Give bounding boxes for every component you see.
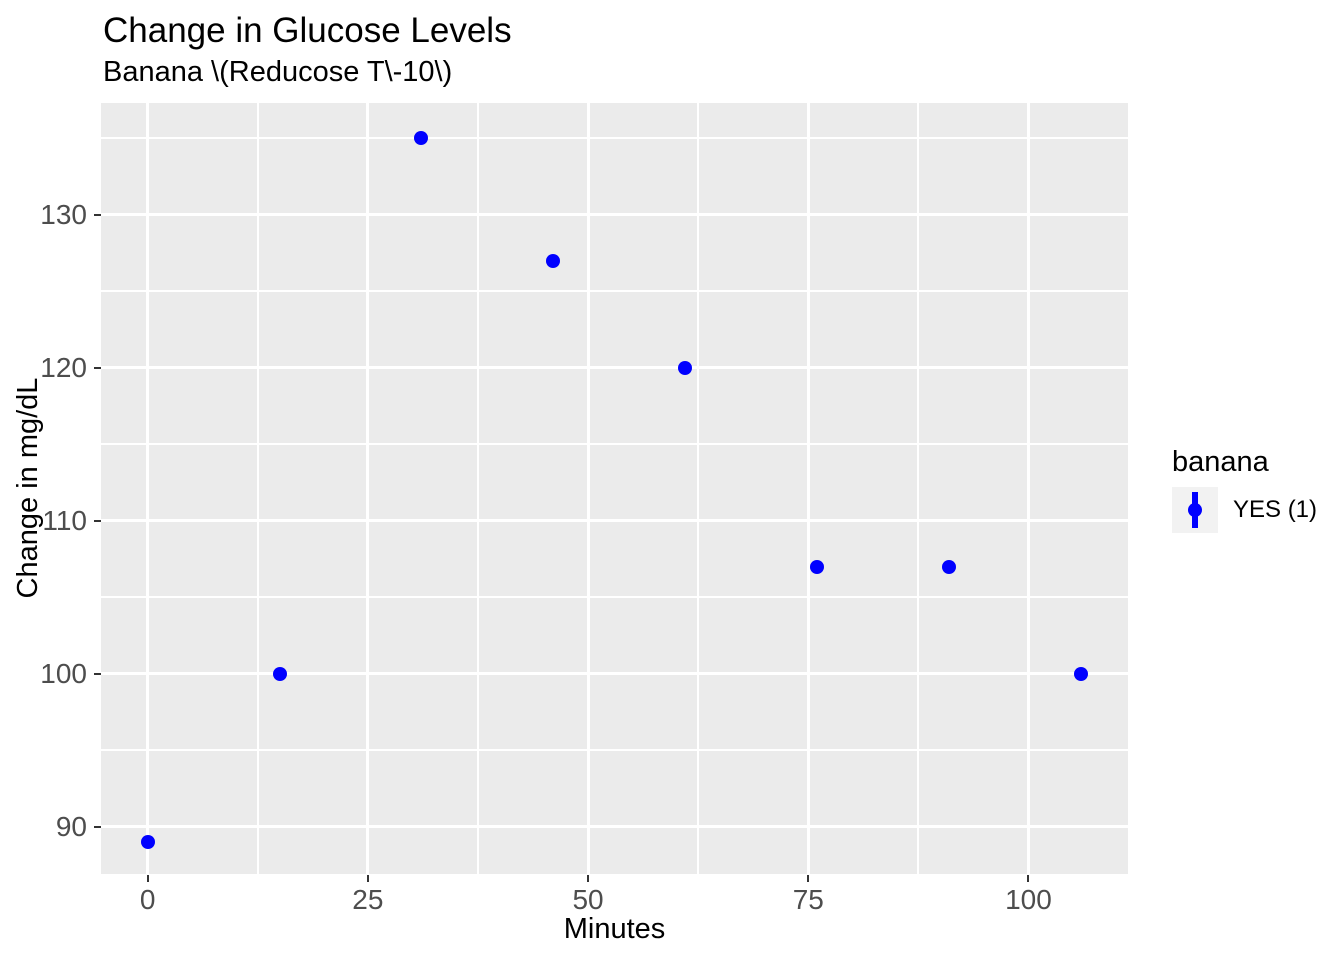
x-tick-mark — [587, 875, 590, 882]
data-point — [140, 834, 155, 849]
y-major-gridline — [101, 519, 1128, 523]
x-tick-label: 25 — [352, 884, 384, 915]
data-point — [677, 360, 692, 375]
y-tick-label: 90 — [55, 810, 87, 842]
x-minor-gridline — [256, 103, 259, 874]
y-major-gridline — [101, 825, 1128, 829]
legend-key — [1172, 487, 1218, 533]
x-major-gridline — [146, 103, 150, 874]
x-minor-gridline — [917, 103, 920, 874]
x-minor-gridline — [697, 103, 700, 874]
y-tick-mark — [94, 213, 101, 216]
y-minor-gridline — [101, 290, 1128, 293]
legend-entry-label: YES (1) — [1233, 496, 1318, 523]
plot-subtitle: Banana \(Reducose T\-10\) — [103, 56, 453, 88]
y-major-gridline — [101, 213, 1128, 217]
y-tick-label: 120 — [40, 351, 87, 383]
x-tick-mark — [146, 875, 149, 882]
x-tick-mark — [1027, 875, 1030, 882]
x-tick-mark — [366, 875, 369, 882]
data-point — [810, 559, 825, 574]
x-major-gridline — [1026, 103, 1030, 874]
x-tick-mark — [807, 875, 810, 882]
y-tick-label: 110 — [42, 504, 87, 536]
data-point — [545, 253, 560, 268]
pointrange-dot-icon — [1188, 503, 1202, 517]
data-point — [1074, 666, 1089, 681]
y-tick-mark — [94, 519, 101, 522]
x-tick-label: 75 — [792, 884, 824, 915]
y-tick-mark — [94, 825, 101, 828]
y-tick-mark — [94, 366, 101, 369]
y-tick-label: 100 — [40, 657, 87, 689]
x-major-gridline — [586, 103, 590, 874]
x-axis-title: Minutes — [563, 913, 666, 945]
x-major-gridline — [806, 103, 810, 874]
x-tick-label: 100 — [1005, 884, 1052, 915]
y-minor-gridline — [101, 596, 1128, 599]
plot-title: Change in Glucose Levels — [103, 11, 512, 50]
legend-title: banana — [1172, 446, 1269, 478]
data-point — [272, 666, 287, 681]
x-minor-gridline — [476, 103, 479, 874]
y-major-gridline — [101, 366, 1128, 370]
data-point — [413, 131, 428, 146]
y-tick-mark — [94, 672, 101, 675]
plot-panel — [101, 103, 1128, 874]
x-major-gridline — [366, 103, 370, 874]
y-minor-gridline — [101, 749, 1128, 752]
y-minor-gridline — [101, 137, 1128, 140]
x-tick-label: 50 — [572, 884, 604, 915]
x-tick-label: 0 — [139, 884, 156, 915]
y-minor-gridline — [101, 443, 1128, 446]
y-axis-title: Change in mg/dL — [12, 377, 44, 599]
y-major-gridline — [101, 672, 1128, 676]
y-tick-label: 130 — [40, 198, 87, 230]
data-point — [942, 559, 957, 574]
